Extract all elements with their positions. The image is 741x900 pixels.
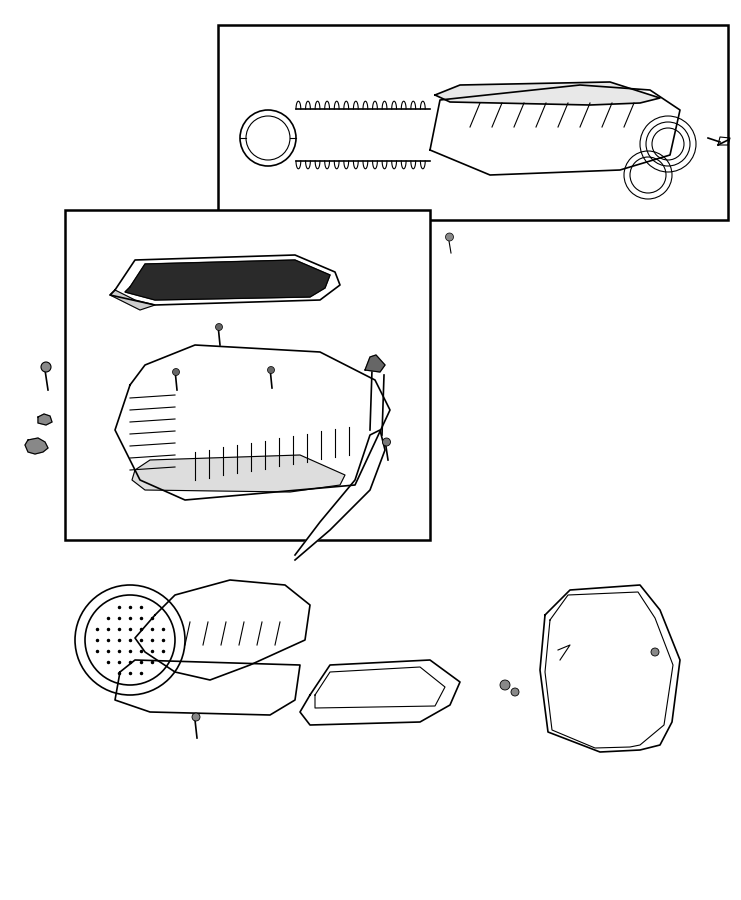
Polygon shape [365,355,385,372]
Polygon shape [38,414,52,425]
Polygon shape [300,660,460,725]
Polygon shape [110,290,155,310]
Circle shape [268,366,274,373]
Circle shape [173,368,179,375]
Circle shape [382,438,391,446]
Circle shape [500,680,510,690]
Polygon shape [115,345,390,500]
Polygon shape [110,255,340,305]
Polygon shape [540,585,680,752]
Polygon shape [135,580,310,680]
Polygon shape [132,455,345,492]
Circle shape [216,323,222,330]
Bar [65,210,430,540]
Circle shape [511,688,519,696]
Polygon shape [435,82,660,105]
Polygon shape [25,438,48,454]
Circle shape [445,233,453,241]
Polygon shape [430,85,680,175]
Polygon shape [295,430,385,560]
Polygon shape [125,260,330,300]
Circle shape [651,648,659,656]
Circle shape [41,362,51,372]
Polygon shape [115,660,300,715]
Circle shape [192,713,200,721]
Bar [218,25,728,220]
